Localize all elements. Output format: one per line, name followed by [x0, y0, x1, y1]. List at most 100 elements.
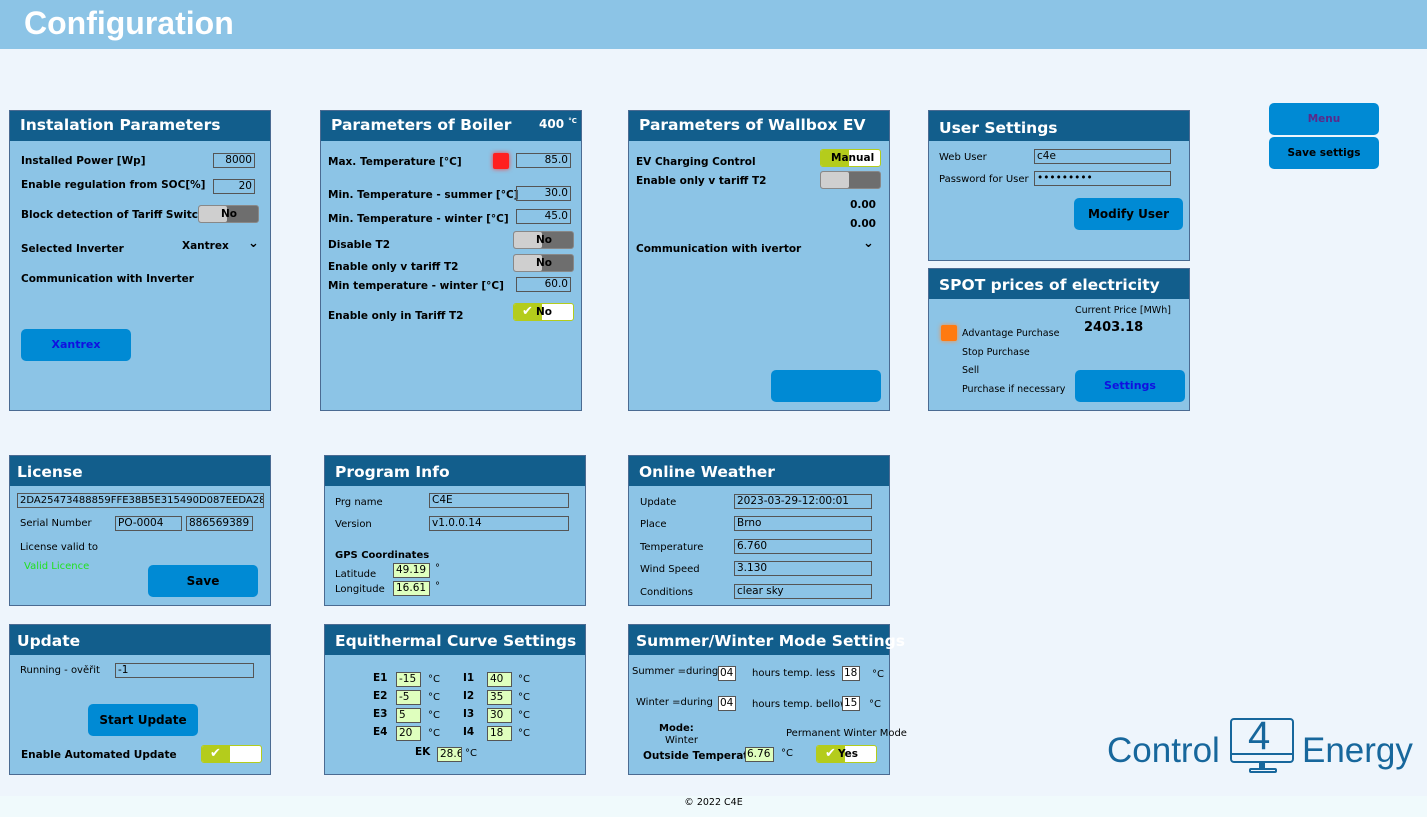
comm-label: Communication with ivertor [636, 243, 802, 255]
enable-v-t2-toggle[interactable]: No [513, 254, 574, 272]
panel-title: License [10, 456, 270, 486]
unit: °C [518, 674, 530, 685]
e-input[interactable]: 5 [396, 708, 421, 723]
save-settings-button[interactable]: Save settigs [1269, 137, 1379, 169]
soc-input[interactable]: 20 [213, 179, 255, 194]
value-2: 0.00 [850, 218, 876, 230]
menu-button[interactable]: Menu [1269, 103, 1379, 135]
price-label: Current Price [MWh] [1075, 305, 1171, 316]
winter-hours-input[interactable]: 04 [718, 696, 736, 711]
min-temp-winter-input[interactable]: 60.0 [516, 277, 571, 292]
mode-label: Mode: [659, 723, 694, 734]
start-update-button[interactable]: Start Update [88, 704, 198, 736]
min-summer-input[interactable]: 30.0 [516, 186, 571, 201]
comm-label: Communication with Inverter [21, 273, 194, 285]
wallbox-button[interactable] [771, 370, 881, 402]
current-price: 2403.18 [1084, 320, 1144, 335]
license-status: Valid Licence [24, 561, 90, 572]
max-temp-input[interactable]: 85.0 [516, 153, 571, 168]
block-detection-toggle[interactable]: No [198, 205, 259, 223]
e-label: E4 [373, 726, 388, 738]
auto-update-label: Enable Automated Update [21, 749, 177, 761]
unit: °C [428, 710, 440, 721]
installed-power-input[interactable]: 8000 [213, 153, 255, 168]
password-input[interactable]: ••••••••• [1034, 171, 1171, 186]
degree-unit: ° [435, 563, 440, 574]
i-label: I4 [463, 726, 475, 738]
serial-label: Serial Number [20, 518, 92, 529]
status-led [493, 153, 509, 169]
status-led [941, 325, 957, 341]
xantrex-button[interactable]: Xantrex [21, 329, 131, 361]
panel-title: Update [10, 625, 270, 655]
auto-update-toggle[interactable]: ✔ [201, 745, 262, 763]
running-label: Running - ověřit [20, 665, 100, 676]
unit: °C [518, 710, 530, 721]
weather-value[interactable]: 2023-03-29-12:00:01 [734, 494, 872, 509]
summer-temp-input[interactable]: 18 [842, 666, 860, 681]
program-info-panel: Program Info Prg name C4E Version v1.0.0… [324, 455, 586, 606]
soc-label: Enable regulation from SOC[%] [21, 179, 206, 191]
ev-charging-toggle[interactable]: Manual [820, 149, 881, 167]
control4energy-logo: Control 4 Energy [1107, 714, 1417, 783]
i-label: I3 [463, 708, 475, 720]
bellow-label: hours temp. bellow [752, 699, 842, 710]
stop-purchase: Stop Purchase [962, 347, 1030, 358]
e-input[interactable]: -15 [396, 672, 421, 687]
chevron-down-icon[interactable]: ⌄ [248, 236, 259, 251]
i-input[interactable]: 35 [487, 690, 512, 705]
web-user-input[interactable]: c4e [1034, 149, 1171, 164]
version-input[interactable]: v1.0.0.14 [429, 516, 569, 531]
modify-user-button[interactable]: Modify User [1074, 198, 1183, 230]
latitude-input[interactable]: 49.19 [393, 563, 430, 578]
advantage-purchase: Advantage Purchase [962, 328, 1060, 339]
ek-input[interactable]: 28.6 [437, 747, 462, 762]
toggle-text: No [536, 257, 553, 269]
outside-temp-input[interactable]: 6.76 [745, 747, 774, 762]
i-input[interactable]: 30 [487, 708, 512, 723]
weather-value[interactable]: clear sky [734, 584, 872, 599]
weather-label: Wind Speed [640, 564, 700, 575]
unit: °C [781, 748, 793, 759]
serial-input-1[interactable]: PO-0004 [115, 516, 182, 531]
installed-power-label: Installed Power [Wp] [21, 155, 146, 167]
summer-hours-input[interactable]: 04 [718, 666, 736, 681]
serial-input-2[interactable]: 886569389 [186, 516, 253, 531]
page-title: Configuration [24, 5, 234, 41]
boiler-panel: Parameters of Boiler 400 °C Max. Tempera… [320, 110, 582, 411]
save-license-button[interactable]: Save [148, 565, 258, 597]
inverter-select[interactable]: Xantrex [182, 240, 229, 252]
valid-label: License valid to [20, 542, 99, 553]
web-user-label: Web User [939, 152, 987, 163]
unit: °C [518, 728, 530, 739]
weather-value[interactable]: Brno [734, 516, 872, 531]
chevron-down-icon[interactable]: ⌄ [863, 236, 874, 251]
enable-v-t2-label: Enable only v tariff T2 [328, 261, 459, 273]
toggle-text: No [536, 306, 553, 318]
disable-t2-toggle[interactable]: No [513, 231, 574, 249]
weather-value[interactable]: 3.130 [734, 561, 872, 576]
i-input[interactable]: 18 [487, 726, 512, 741]
spot-settings-button[interactable]: Settings [1075, 370, 1185, 402]
enable-t2-toggle[interactable] [820, 171, 881, 189]
permanent-label: Permanent Winter Mode [786, 728, 907, 739]
i-input[interactable]: 40 [487, 672, 512, 687]
panel-title: Instalation Parameters [10, 111, 270, 141]
weather-value[interactable]: 6.760 [734, 539, 872, 554]
panel-title: User Settings [929, 111, 1189, 141]
license-key-input[interactable]: 2DA25473488859FFE38B5E315490D087EEDA282 [17, 493, 264, 508]
min-winter-label: Min. Temperature - winter [°C] [328, 213, 509, 225]
min-winter-input[interactable]: 45.0 [516, 209, 571, 224]
value-1: 0.00 [850, 199, 876, 211]
permanent-winter-toggle[interactable]: ✔ Yes [816, 745, 877, 763]
toggle-text: Manual [831, 152, 875, 164]
running-input[interactable]: -1 [115, 663, 254, 678]
e-input[interactable]: 20 [396, 726, 421, 741]
prg-name-input[interactable]: C4E [429, 493, 569, 508]
enable-t2-toggle[interactable]: ✔ No [513, 303, 574, 321]
top-bar [0, 0, 1427, 49]
winter-temp-input[interactable]: 15 [842, 696, 860, 711]
degree-unit: ° [435, 581, 440, 592]
longitude-input[interactable]: 16.61 [393, 581, 430, 596]
e-input[interactable]: -5 [396, 690, 421, 705]
